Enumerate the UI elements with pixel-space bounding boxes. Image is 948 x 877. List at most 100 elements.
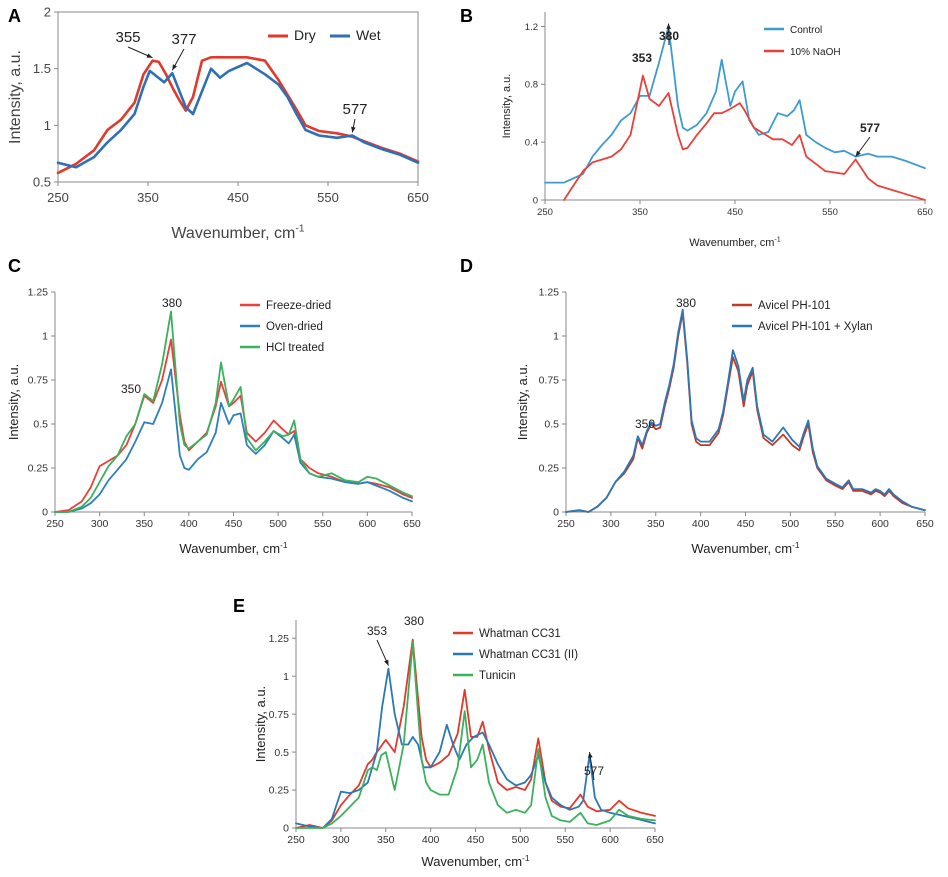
x-tick-label: 450: [737, 518, 755, 530]
x-tick-label: 450: [467, 834, 485, 846]
panel-letter: E: [233, 596, 245, 616]
y-tick-label: 0: [283, 823, 289, 835]
x-tick-label: 650: [917, 207, 933, 218]
legend-entry: Wet: [356, 27, 381, 43]
x-tick-label: 550: [826, 518, 844, 530]
series-line-hcl-treated: [54, 310, 413, 513]
y-tick-label: 0.75: [28, 375, 49, 387]
y-tick-label: 1.25: [269, 633, 290, 645]
y-tick-label: 1: [44, 118, 51, 133]
series-line-whatman-cc31: [295, 638, 656, 829]
x-tick-label: 250: [557, 518, 575, 530]
x-tick-label: 500: [782, 518, 800, 530]
panel-letter: C: [8, 256, 21, 276]
y-tick-label: 1.2: [525, 22, 538, 33]
peak-label: 380: [676, 296, 696, 310]
y-tick-label: 2: [44, 5, 51, 20]
y-axis-title: Intensity, a.u.: [6, 364, 21, 440]
x-tick-label: 550: [314, 518, 332, 530]
series-line-whatman-cc31-ii-: [295, 667, 656, 829]
x-tick-label: 550: [822, 207, 838, 218]
panel-letter: D: [460, 256, 473, 276]
legend-entry: Control: [790, 25, 822, 36]
x-tick-label: 400: [692, 518, 710, 530]
legend-entry: Avicel PH-101: [758, 300, 831, 312]
y-tick-label: 0.75: [269, 709, 290, 721]
panel-c: C 250 300 350 400 450 500 550 600 650 0 0.25 0.5 0.75…: [6, 256, 421, 556]
panel-d: D 250 300 350 400 450 500 550 600 650 0 0.25 0.5 0.75…: [460, 256, 934, 556]
peak-label: 380: [162, 296, 182, 310]
peak-label: 577: [342, 101, 367, 118]
legend-entry: Freeze-dried: [266, 300, 331, 312]
x-axis-title: Wavenumber, cm-1: [171, 224, 304, 242]
annotation-arrowhead: [588, 752, 593, 758]
x-axis-title: Wavenumber, cm-1: [179, 540, 287, 556]
y-tick-label: 0: [533, 195, 538, 206]
x-tick-label: 350: [137, 190, 159, 205]
y-tick-label: 0.4: [525, 137, 538, 148]
y-tick-label: 0: [553, 507, 559, 519]
x-axis-title: Wavenumber, cm-1: [689, 236, 781, 249]
x-tick-label: 400: [180, 518, 198, 530]
annotation-arrowhead: [351, 126, 356, 133]
y-tick-label: 1: [283, 671, 289, 683]
peak-label: 353: [632, 51, 652, 65]
y-tick-label: 0.75: [539, 375, 560, 387]
x-tick-label: 650: [403, 518, 421, 530]
legend-entry: HCl treated: [266, 342, 324, 354]
peak-label: 377: [171, 31, 196, 48]
y-tick-label: 1: [42, 331, 48, 343]
legend-entry: Dry: [294, 27, 316, 43]
x-tick-label: 250: [287, 834, 305, 846]
x-tick-label: 650: [916, 518, 934, 530]
x-tick-label: 650: [407, 190, 429, 205]
legend-entry: Whatman CC31: [479, 628, 561, 640]
x-tick-label: 250: [537, 207, 553, 218]
peak-label: 577: [860, 121, 880, 135]
peak-label: 350: [635, 417, 655, 431]
x-tick-label: 300: [332, 834, 350, 846]
y-tick-label: 1.25: [28, 287, 49, 299]
x-tick-label: 650: [646, 834, 664, 846]
y-axis-title: Intensity, a.u.: [515, 364, 530, 440]
peak-label: 353: [367, 624, 387, 638]
peak-label: 355: [115, 29, 140, 46]
peak-label: 577: [584, 764, 604, 778]
annotation-arrowhead: [855, 150, 861, 157]
x-tick-label: 300: [602, 518, 620, 530]
x-tick-label: 600: [871, 518, 889, 530]
y-tick-label: 0.8: [525, 80, 538, 91]
panel-letter: A: [8, 6, 21, 26]
x-tick-label: 450: [225, 518, 243, 530]
x-tick-label: 300: [91, 518, 109, 530]
annotation-arrowhead: [146, 53, 153, 58]
y-axis-title: Intensity, a.u.: [7, 50, 24, 144]
series-line-dry: [56, 55, 420, 175]
legend-entry: 10% NaOH: [790, 47, 841, 58]
x-tick-label: 250: [47, 190, 69, 205]
x-tick-label: 250: [46, 518, 64, 530]
x-tick-label: 350: [647, 518, 665, 530]
peak-label: 380: [404, 614, 424, 628]
x-tick-label: 350: [632, 207, 648, 218]
legend-entry: Tunicin: [479, 670, 516, 682]
panel-e: E 250 300 350 400 450 500 550 600 650 0 0.25 0.5 0.75…: [233, 596, 664, 869]
series-line-wet: [56, 61, 420, 169]
x-axis-title: Wavenumber, cm-1: [691, 540, 799, 556]
legend-entry: Oven-dried: [266, 321, 323, 333]
x-tick-label: 550: [556, 834, 574, 846]
legend-entry: Whatman CC31 (II): [479, 649, 578, 661]
y-axis-title: Intensity, a.u.: [253, 686, 268, 762]
x-tick-label: 350: [135, 518, 153, 530]
y-tick-label: 0.5: [274, 747, 289, 759]
y-tick-label: 1.5: [33, 61, 51, 76]
x-tick-label: 600: [359, 518, 377, 530]
x-tick-label: 500: [512, 834, 530, 846]
x-tick-label: 450: [227, 190, 249, 205]
annotation-arrowhead: [666, 23, 671, 30]
y-axis-title: Intensity, a.u.: [501, 74, 513, 139]
series-line-avicel-ph-101-xylan: [565, 308, 926, 513]
series-line-tunicin: [295, 641, 656, 829]
panel-letter: B: [460, 6, 473, 26]
